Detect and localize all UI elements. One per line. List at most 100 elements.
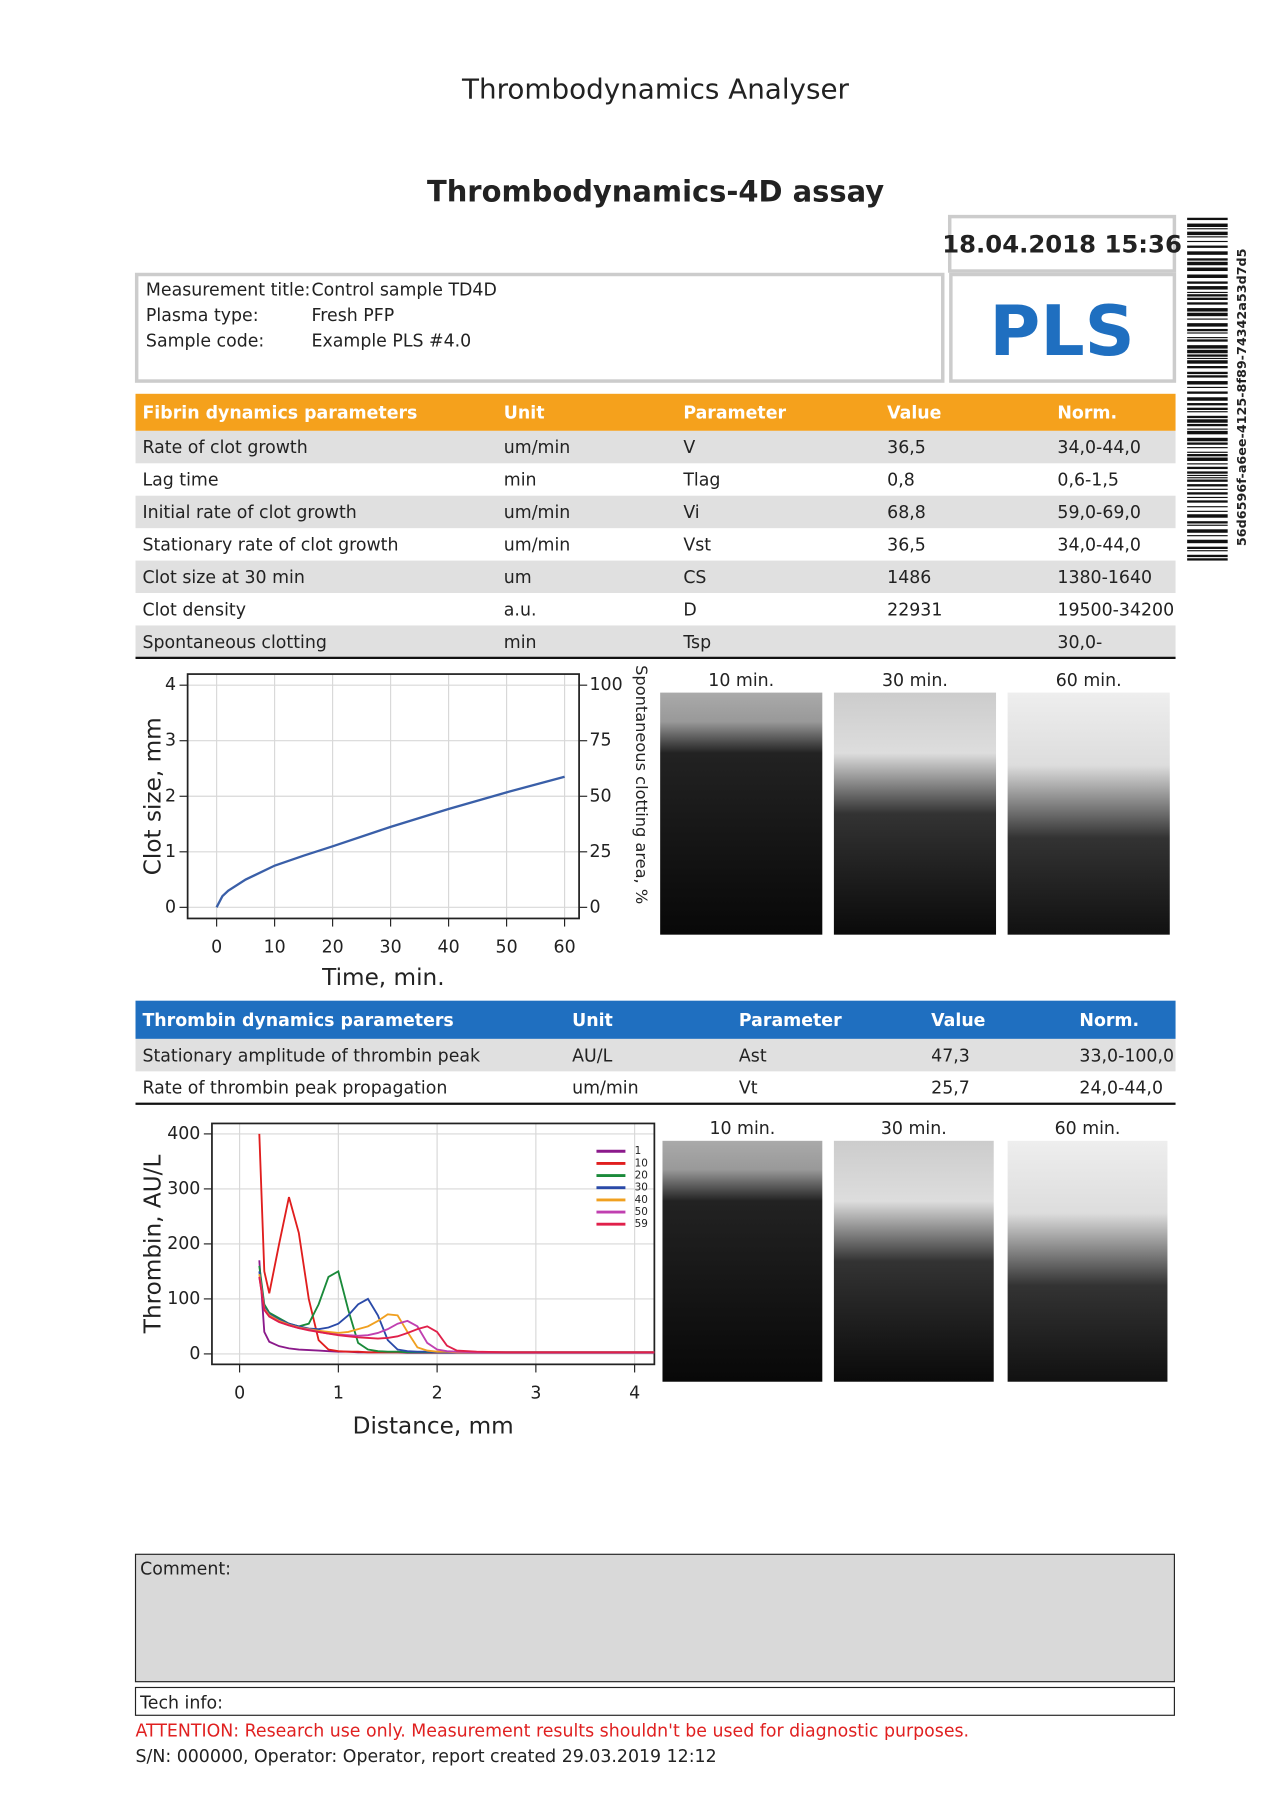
cell: Stationary rate of clot growth — [142, 536, 398, 556]
barcode-bar — [1187, 312, 1228, 317]
cell: Vt — [739, 1079, 758, 1099]
x-tick-label: 0 — [211, 937, 222, 957]
plot-frame — [211, 1122, 656, 1366]
cell: Ast — [739, 1046, 767, 1066]
data-line — [258, 1133, 655, 1354]
image — [1007, 1140, 1168, 1382]
barcode-bar — [1187, 308, 1228, 312]
barcode-bar — [1187, 554, 1228, 558]
row-bg — [135, 430, 1176, 464]
image — [1007, 692, 1170, 935]
barcode-bar — [1187, 479, 1228, 482]
barcode-bar — [1187, 349, 1228, 354]
y2-tick-label: 50 — [590, 786, 612, 806]
barcode-bar — [1187, 375, 1228, 378]
row-bg — [135, 625, 1176, 658]
barcode-bar — [1187, 240, 1228, 243]
cell: 47,3 — [931, 1046, 970, 1066]
barcode-bar — [1187, 430, 1228, 435]
barcode-bar — [1187, 297, 1228, 300]
barcode-bar — [1187, 251, 1228, 255]
y-tick-label: 2 — [165, 786, 176, 806]
barcode-bar — [1187, 471, 1228, 474]
barcode-bar — [1187, 500, 1228, 503]
header-cell: Parameter — [683, 403, 786, 423]
barcode-bar — [1187, 345, 1228, 349]
x-tick-label: 3 — [530, 1383, 541, 1403]
legend-label: 59 — [635, 1218, 648, 1230]
legend-label: 30 — [635, 1182, 648, 1194]
barcode-bar — [1187, 318, 1228, 320]
x-tick-label: 30 — [380, 937, 402, 957]
cell: 1380-1640 — [1057, 568, 1152, 588]
y-tick-label: 4 — [165, 675, 176, 695]
y-tick-label: 300 — [167, 1179, 200, 1199]
barcode-bar — [1187, 474, 1228, 477]
barcode-bar — [1187, 397, 1228, 401]
barcode-bar — [1187, 354, 1228, 357]
x-axis-title: Time, min. — [321, 965, 444, 991]
barcode-bar — [1187, 521, 1228, 524]
barcode-bar — [1187, 514, 1228, 518]
barcode-bar — [1187, 428, 1228, 430]
sample-val: Example PLS #4.0 — [312, 332, 472, 352]
image — [662, 1140, 823, 1382]
barcode-bar — [1187, 463, 1228, 465]
legend-label: 40 — [635, 1194, 648, 1206]
header-cell: Value — [931, 1011, 985, 1031]
barcode-bar — [1187, 236, 1228, 238]
cell: um/min — [572, 1079, 639, 1099]
y-tick-label: 0 — [165, 897, 176, 917]
sample-box — [134, 272, 945, 383]
barcode-bar — [1187, 360, 1228, 364]
cell: 33,0-100,0 — [1079, 1046, 1174, 1066]
app-title: Thrombodynamics Analyser — [461, 72, 850, 105]
barcode-bar — [1187, 294, 1228, 297]
comment-box — [134, 1553, 1175, 1683]
barcode-bar — [1187, 302, 1228, 305]
cell: Spontaneous clotting — [142, 633, 326, 653]
cell: Tsp — [682, 633, 711, 653]
table-header — [135, 393, 1176, 431]
barcode-bar — [1187, 550, 1228, 552]
barcode-bar — [1187, 419, 1228, 423]
cell: Rate of clot growth — [142, 438, 307, 458]
attention: ATTENTION: Research use only. Measuremen… — [136, 1721, 970, 1741]
barcode-bar — [1187, 258, 1228, 261]
header-cell: Thrombin dynamics parameters — [142, 1011, 453, 1031]
sample-val: Control sample TD4D — [312, 281, 497, 301]
barcode-bar — [1187, 291, 1228, 294]
cell: Vst — [683, 536, 711, 556]
image — [833, 692, 997, 935]
y-tick-label: 200 — [167, 1234, 200, 1254]
cell: 24,0-44,0 — [1079, 1079, 1163, 1099]
barcode-bar — [1187, 386, 1228, 389]
cell: AU/L — [572, 1046, 612, 1066]
cell: Lag time — [142, 471, 218, 491]
barcode — [1187, 217, 1228, 561]
barcode-bar — [1187, 546, 1228, 549]
header-cell: Parameter — [739, 1011, 842, 1031]
barcode-bar — [1187, 286, 1228, 290]
barcode-bar — [1187, 451, 1228, 453]
barcode-bar — [1187, 488, 1228, 490]
barcode-bar — [1187, 403, 1228, 406]
sample-key: Measurement title: — [146, 281, 310, 301]
cell: D — [683, 600, 696, 620]
image — [833, 1140, 994, 1382]
barcode-bar — [1187, 442, 1228, 445]
barcode-bar — [1187, 510, 1228, 512]
y-axis-title: Thrombin, AU/L — [141, 1155, 167, 1335]
barcode-bar — [1187, 454, 1228, 457]
cell: 1486 — [887, 568, 931, 588]
header-cell: Value — [887, 403, 941, 423]
barcode-bar — [1187, 423, 1228, 427]
cell: Initial rate of clot growth — [142, 503, 356, 523]
y-tick-label: 1 — [165, 842, 176, 862]
cell: min — [504, 471, 537, 491]
header-cell: Unit — [572, 1011, 613, 1031]
cell: 19500-34200 — [1057, 600, 1174, 620]
cell: a.u. — [504, 600, 537, 620]
cell: 36,5 — [887, 438, 926, 458]
barcode-bar — [1187, 529, 1228, 533]
